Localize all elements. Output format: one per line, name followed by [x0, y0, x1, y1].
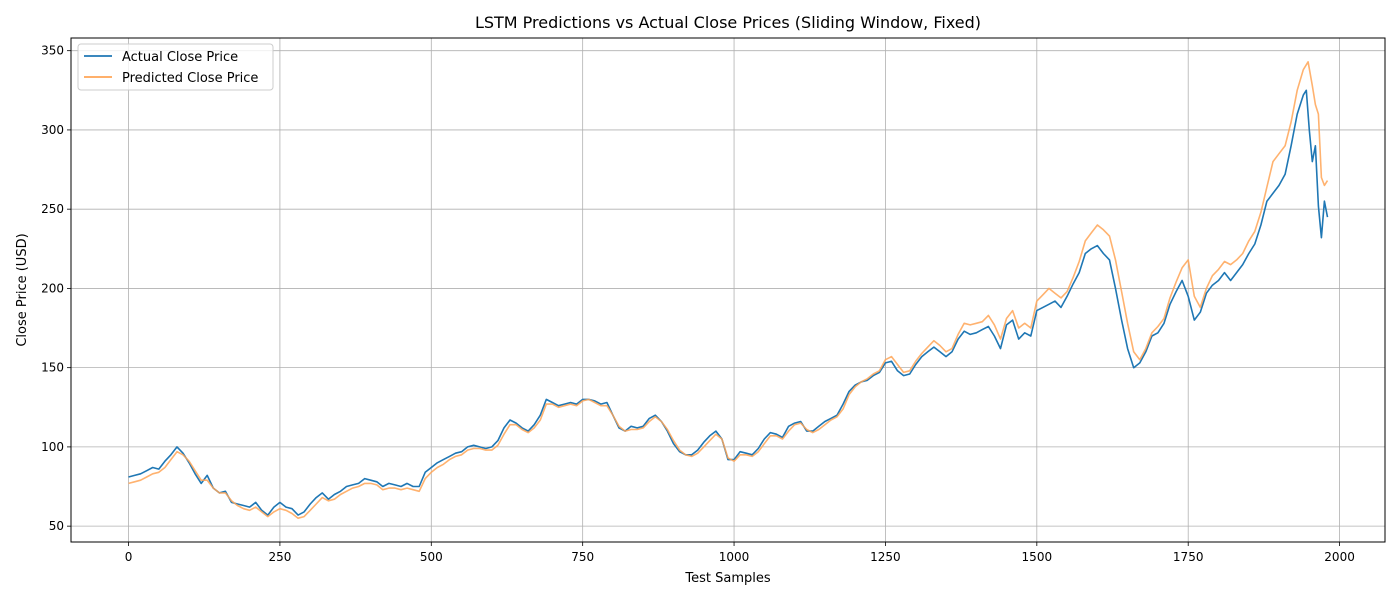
y-tick-label: 200 — [41, 281, 64, 295]
series-line-predicted — [128, 61, 1329, 519]
x-tick-label: 750 — [571, 550, 594, 564]
x-tick-label: 1500 — [1022, 550, 1053, 564]
x-tick-label: 1000 — [719, 550, 750, 564]
legend-label: Predicted Close Price — [122, 71, 258, 86]
series-layer — [128, 61, 1329, 519]
grid — [71, 38, 1385, 542]
x-tick-label: 0 — [125, 550, 133, 564]
y-tick-label: 350 — [41, 44, 64, 58]
x-axis-label: Test Samples — [684, 571, 770, 586]
y-tick-label: 300 — [41, 123, 64, 137]
x-tick-label: 1250 — [870, 550, 901, 564]
y-tick-label: 250 — [41, 202, 64, 216]
x-tick-label: 2000 — [1324, 550, 1355, 564]
ticks: 0 250 500 750 1000 1250 1500 1750 2000 50 100 150 20… — [41, 44, 1355, 564]
x-tick-label: 500 — [420, 550, 443, 564]
series-line-actual — [128, 89, 1329, 516]
legend-box — [77, 43, 274, 91]
y-tick-label: 150 — [41, 361, 64, 375]
y-tick-label: 100 — [41, 440, 64, 454]
chart-title: LSTM Predictions vs Actual Close Prices … — [475, 13, 981, 32]
legend: Actual Close Price Predicted Close Price — [77, 43, 274, 91]
y-axis-label: Close Price (USD) — [15, 233, 30, 346]
legend-label: Actual Close Price — [122, 50, 238, 65]
x-tick-label: 250 — [268, 550, 291, 564]
y-tick-label: 50 — [49, 519, 64, 533]
plot-frame — [70, 37, 1386, 543]
x-tick-label: 1750 — [1173, 550, 1204, 564]
